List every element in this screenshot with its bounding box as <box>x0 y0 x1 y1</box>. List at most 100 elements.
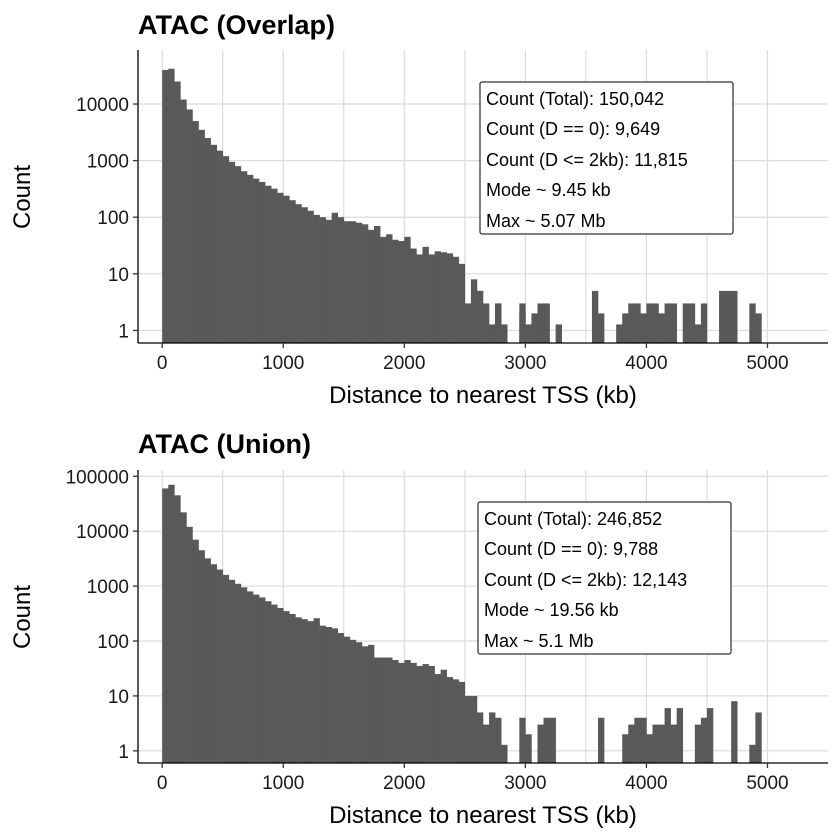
histogram-bar <box>380 236 387 343</box>
histogram-bar <box>501 744 508 763</box>
histogram-bar <box>731 701 738 763</box>
y-tick-label: 10 <box>108 265 129 286</box>
histogram-bar <box>361 224 369 343</box>
histogram-bar <box>368 229 375 343</box>
histogram-bar <box>749 744 756 763</box>
histogram-bar <box>355 642 363 763</box>
histogram-bar <box>331 212 339 343</box>
panel-title: ATAC (Union) <box>138 429 311 459</box>
histogram-bar <box>422 664 429 763</box>
histogram-bar <box>162 69 169 343</box>
histogram-bar <box>222 156 230 343</box>
histogram-bar <box>501 324 508 343</box>
histogram-bar <box>289 614 296 763</box>
stat-max: Max ~ 5.1 Mb <box>484 631 594 651</box>
histogram-bar <box>404 660 411 763</box>
bars <box>162 68 762 344</box>
histogram-bar <box>731 290 738 343</box>
histogram-bar <box>525 324 532 343</box>
histogram-bar <box>343 636 351 763</box>
histogram-bar <box>519 717 526 763</box>
histogram-bar <box>319 217 326 343</box>
histogram-bar <box>210 144 217 343</box>
histogram-bar <box>283 611 290 763</box>
histogram-bar <box>483 724 490 763</box>
histogram-bar <box>525 734 532 763</box>
histogram-bar <box>658 313 665 343</box>
histogram-bar <box>374 657 381 763</box>
histogram-bar <box>265 601 272 763</box>
histogram-bar <box>428 666 435 763</box>
stat-zero-distance: Count (D == 0): 9,788 <box>484 539 658 559</box>
stat-within-2kb: Count (D <= 2kb): 12,143 <box>484 570 687 590</box>
histogram-bar <box>489 712 496 763</box>
histogram-bar <box>664 708 671 763</box>
histogram-bar <box>253 178 260 343</box>
histogram-bar <box>495 303 502 343</box>
histogram-bar <box>283 195 290 343</box>
histogram-bar <box>398 241 405 343</box>
histogram-bar <box>271 188 278 343</box>
histogram-panel-union: ATAC (Union) 1 10 100 1000 10000 100000 0 1000… <box>9 429 828 829</box>
histogram-bar <box>265 185 272 343</box>
histogram-bar <box>301 619 308 763</box>
histogram-bar <box>192 121 199 343</box>
histogram-bar <box>416 666 423 763</box>
histogram-bar <box>349 639 357 763</box>
histogram-bar <box>355 222 363 343</box>
histogram-bar <box>168 484 175 763</box>
histogram-panel-overlap: ATAC (Overlap) 1 10 100 1000 10000 0 1000 2000… <box>9 10 828 409</box>
histogram-bar <box>755 712 762 763</box>
histogram-bar <box>700 717 708 763</box>
histogram-bar <box>670 724 677 763</box>
histogram-bar <box>694 324 702 343</box>
histogram-bar <box>392 660 399 763</box>
histogram-bar <box>162 488 169 763</box>
histogram-bar <box>440 252 447 343</box>
stat-max: Max ~ 5.07 Mb <box>486 211 606 231</box>
histogram-bar <box>622 313 629 343</box>
histogram-bar <box>719 290 726 343</box>
histogram-bar <box>470 279 478 343</box>
histogram-bar <box>168 68 175 344</box>
y-tick-label: 1000 <box>87 152 129 173</box>
histogram-bar <box>240 171 248 343</box>
histogram-bar <box>658 724 665 763</box>
histogram-bar <box>313 618 320 763</box>
histogram-bar <box>277 192 284 343</box>
histogram-bar <box>428 254 435 343</box>
y-tick-label: 100000 <box>66 467 129 488</box>
x-tick-label: 0 <box>157 773 168 794</box>
histogram-bar <box>458 681 466 763</box>
x-tick-label: 5000 <box>746 353 788 374</box>
histogram-bar <box>670 303 677 343</box>
histogram-bar <box>537 303 544 343</box>
histogram-bar <box>246 591 254 763</box>
histogram-bar <box>549 717 556 763</box>
y-axis-ticks: 1 10 100 1000 10000 100000 <box>66 467 138 763</box>
histogram-bar <box>416 254 423 343</box>
histogram-bar <box>537 724 544 763</box>
axes <box>137 50 828 344</box>
histogram-bar <box>392 239 399 343</box>
bars <box>162 484 762 763</box>
x-axis-title: Distance to nearest TSS (kb) <box>329 382 637 409</box>
histogram-bar <box>628 303 635 343</box>
histogram-bar <box>295 617 302 763</box>
histogram-bar <box>749 303 756 343</box>
histogram-bar <box>464 695 472 763</box>
histogram-bar <box>664 303 671 343</box>
histogram-bar <box>531 313 538 343</box>
histogram-bar <box>174 495 181 763</box>
histogram-bar <box>652 724 659 763</box>
histogram-bar <box>337 217 345 343</box>
histogram-bar <box>543 303 550 343</box>
stat-within-2kb: Count (D <= 2kb): 11,815 <box>486 150 688 170</box>
histogram-bar <box>204 138 211 343</box>
panel-title: ATAC (Overlap) <box>138 10 335 40</box>
histogram-bar <box>555 324 562 343</box>
histogram-bar <box>174 81 181 343</box>
histogram-bar <box>253 594 260 763</box>
histogram-bar <box>404 236 411 343</box>
x-axis-ticks: 0 1000 2000 3000 4000 5000 <box>157 763 789 794</box>
